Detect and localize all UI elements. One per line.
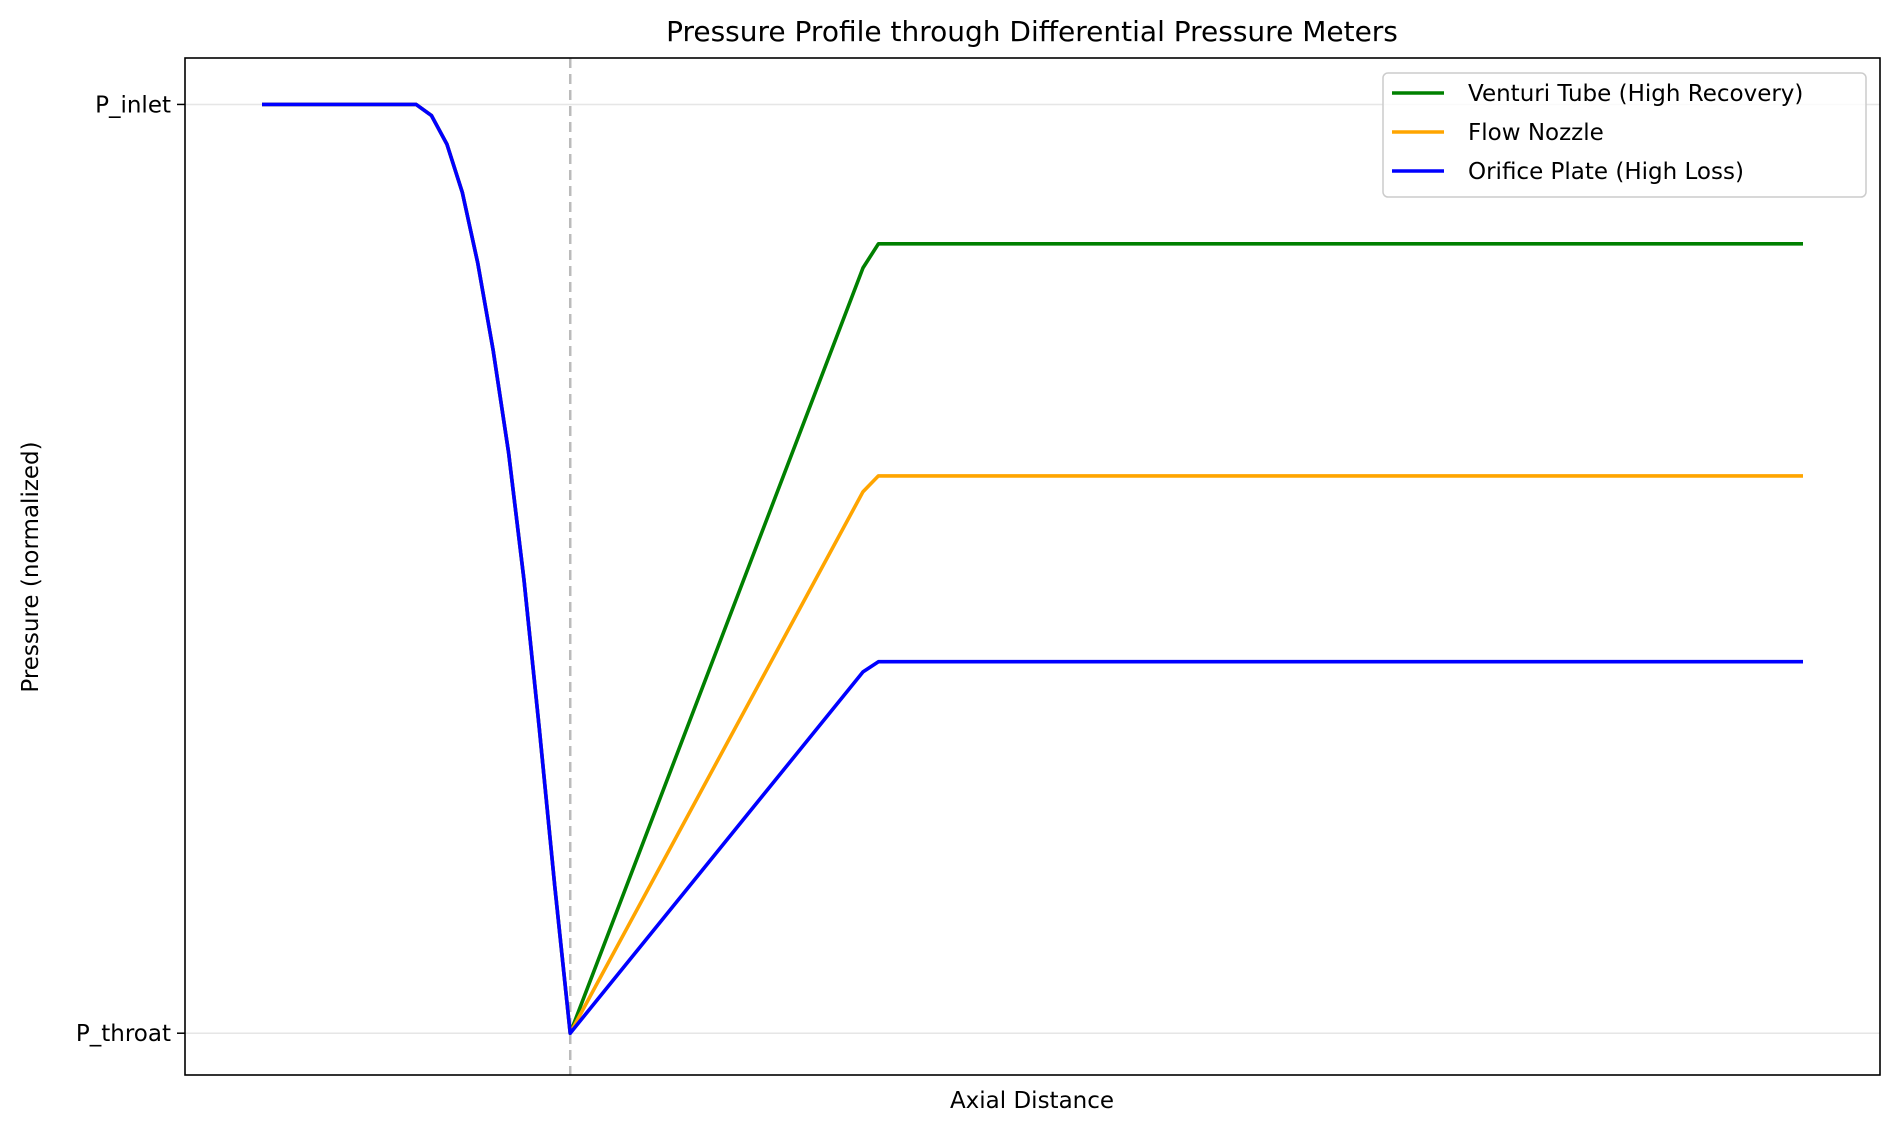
y-ticks: P_inlet P_throat (76, 92, 185, 1047)
y-tick-label: P_throat (76, 1021, 171, 1047)
legend-label: Venturi Tube (High Recovery) (1468, 81, 1803, 107)
y-axis-label: Pressure (normalized) (18, 441, 44, 692)
legend-label: Orifice Plate (High Loss) (1468, 159, 1744, 185)
chart-title: Pressure Profile through Differential Pr… (666, 15, 1398, 48)
series-line-0 (262, 102, 1803, 1035)
x-axis-label: Axial Distance (950, 1088, 1114, 1114)
legend-box (1382, 72, 1867, 198)
plot-area (262, 58, 1803, 1075)
y-tick-label: P_inlet (95, 92, 171, 118)
axes-frame (184, 57, 1881, 1076)
series-line-2 (262, 102, 1803, 1035)
legend: Venturi Tube (High Recovery) Flow Nozzle O… (1382, 72, 1867, 198)
legend-label: Flow Nozzle (1468, 120, 1604, 146)
